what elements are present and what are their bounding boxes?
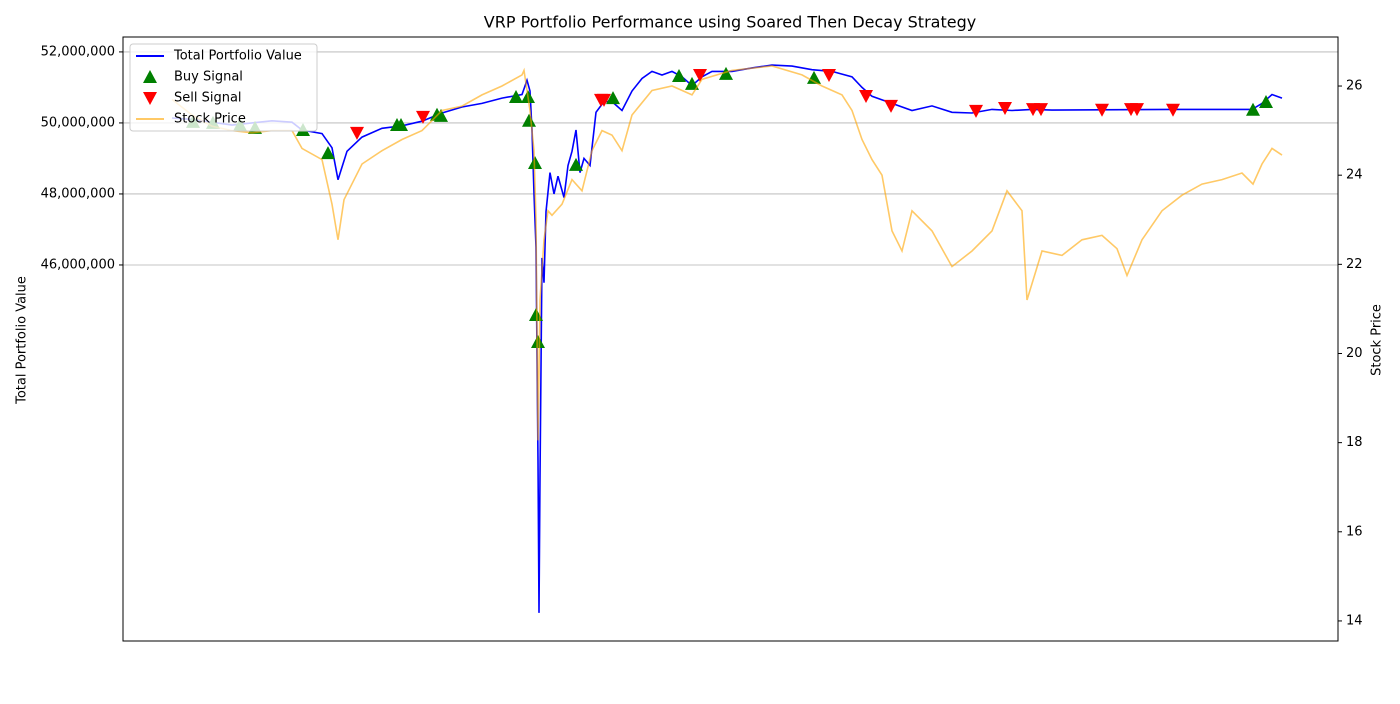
signal-marker xyxy=(509,90,523,104)
y2-tick-label: 24 xyxy=(1346,168,1363,183)
y2-axis-label: Stock Price xyxy=(1370,304,1385,376)
y2-tick-label: 22 xyxy=(1346,257,1363,272)
signal-marker xyxy=(807,70,821,84)
signal-marker xyxy=(822,68,836,82)
y2-tick-label: 14 xyxy=(1346,613,1363,628)
signal-marker xyxy=(672,69,686,83)
signal-marker xyxy=(569,157,583,171)
signal-marker xyxy=(884,99,898,113)
signal-marker xyxy=(350,126,364,140)
signal-marker xyxy=(434,108,448,122)
plot-area: 46,000,000 48,000,000 50,000,000 52,000,000… xyxy=(41,36,1363,642)
signal-marker xyxy=(685,76,699,90)
legend-label: Stock Price xyxy=(174,112,246,127)
signal-marker xyxy=(693,68,707,82)
signal-marker xyxy=(1246,102,1260,116)
legend-label: Sell Signal xyxy=(174,91,242,106)
signal-marker xyxy=(719,66,733,80)
legend-swatch xyxy=(143,92,157,105)
signal-marker xyxy=(1130,103,1144,117)
signal-marker xyxy=(531,335,545,349)
y-tick-label: 46,000,000 xyxy=(41,257,115,272)
signal-marker xyxy=(1095,103,1109,117)
legend-box xyxy=(129,43,318,132)
y-tick-label: 52,000,000 xyxy=(41,44,115,59)
legend-label: Buy Signal xyxy=(174,70,243,85)
signal-marker xyxy=(1166,103,1180,117)
series-line xyxy=(171,65,1283,441)
signal-marker xyxy=(597,93,611,107)
signal-marker xyxy=(998,102,1012,116)
signal-marker xyxy=(1259,94,1273,108)
y2-tick-label: 20 xyxy=(1346,346,1363,361)
signal-marker xyxy=(606,91,620,105)
signal-marker xyxy=(1034,103,1048,117)
legend-label: Total Portfolio Value xyxy=(173,49,302,64)
plot-frame xyxy=(122,36,1339,642)
signal-marker xyxy=(416,110,430,124)
y2-tick-label: 16 xyxy=(1346,524,1363,539)
y-tick-label: 48,000,000 xyxy=(41,186,115,201)
y2-tick-label: 18 xyxy=(1346,435,1363,450)
signal-marker xyxy=(859,89,873,103)
signal-marker xyxy=(969,104,983,118)
signal-marker xyxy=(321,146,335,160)
signal-marker xyxy=(522,113,536,127)
y2-tick-label: 26 xyxy=(1346,79,1363,94)
y-axis-label: Total Portfolio Value xyxy=(15,276,30,405)
legend-swatch xyxy=(143,70,157,83)
y-tick-label: 50,000,000 xyxy=(41,115,115,130)
signal-marker xyxy=(394,118,408,132)
chart-title: VRP Portfolio Performance using Soared T… xyxy=(484,13,976,32)
